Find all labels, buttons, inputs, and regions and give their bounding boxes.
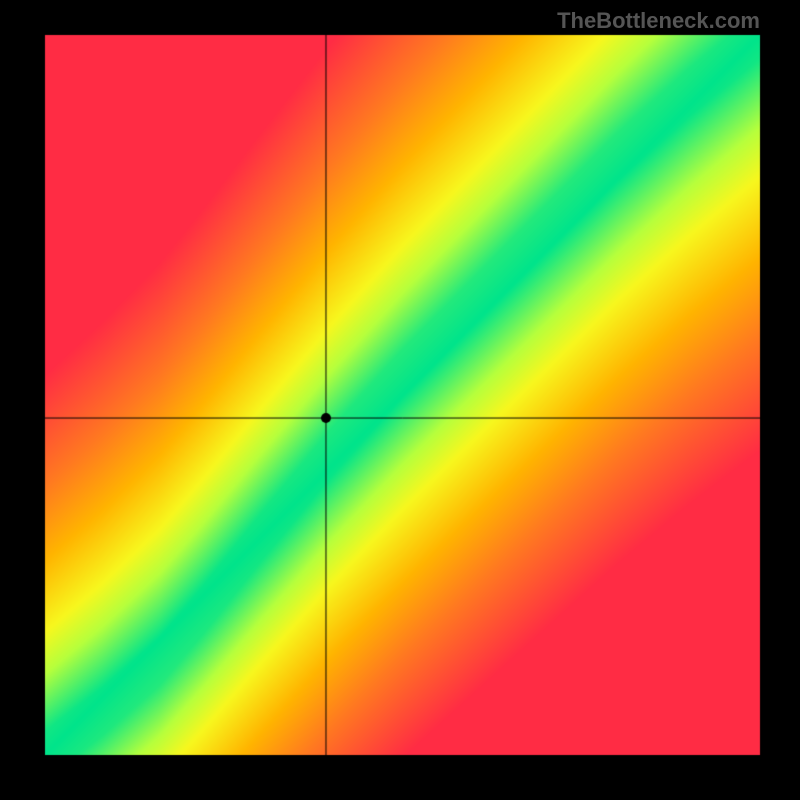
watermark-text: TheBottleneck.com [557,8,760,34]
chart-container: { "watermark": { "text": "TheBottleneck.… [0,0,800,800]
bottleneck-heatmap [0,0,800,800]
